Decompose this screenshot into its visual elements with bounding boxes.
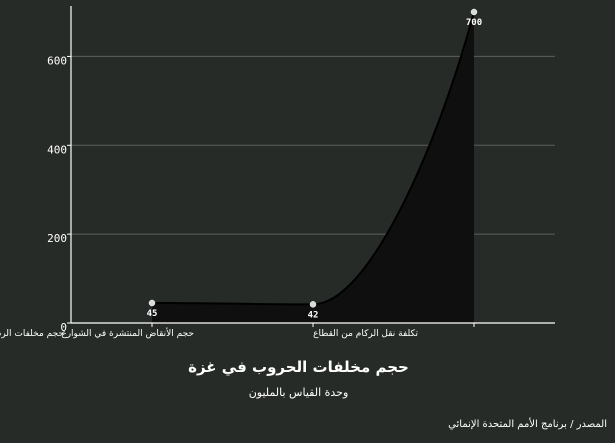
chart-title: حجم مخلفات الحروب في غزة [188,358,409,376]
x-category-label: حجم مخلفات الردم المختلطة بالمواد الخطير… [0,329,64,339]
y-tick-label: 0 [60,321,67,334]
data-point [470,8,478,16]
data-point [309,301,317,308]
y-tick-label: 600 [47,54,67,67]
y-tick-label: 400 [47,143,67,156]
data-points: 45 42 700 [147,8,482,320]
y-tick-label: 200 [47,232,67,245]
data-point [148,299,156,307]
grid-lines [71,55,555,235]
data-label: 45 [147,309,158,319]
area-fill [152,12,474,323]
chart-subtitle: وحدة القياس بالمليون [248,386,349,399]
chart-source: المصدر / برنامج الأمم المتحدة الإنمائي [448,419,607,430]
data-label: 700 [466,18,482,28]
x-category-label: حجم الأنقاض المنتشرة في الشوارع [61,327,194,339]
x-category-label: تكلفة نقل الركام من القطاع [313,329,418,339]
data-label: 42 [308,310,319,320]
area-line [151,11,475,306]
x-axis-categories: حجم مخلفات الردم المختلطة بالمواد الخطير… [0,323,475,339]
y-axis-ticks: 0 200 400 600 [47,54,71,334]
